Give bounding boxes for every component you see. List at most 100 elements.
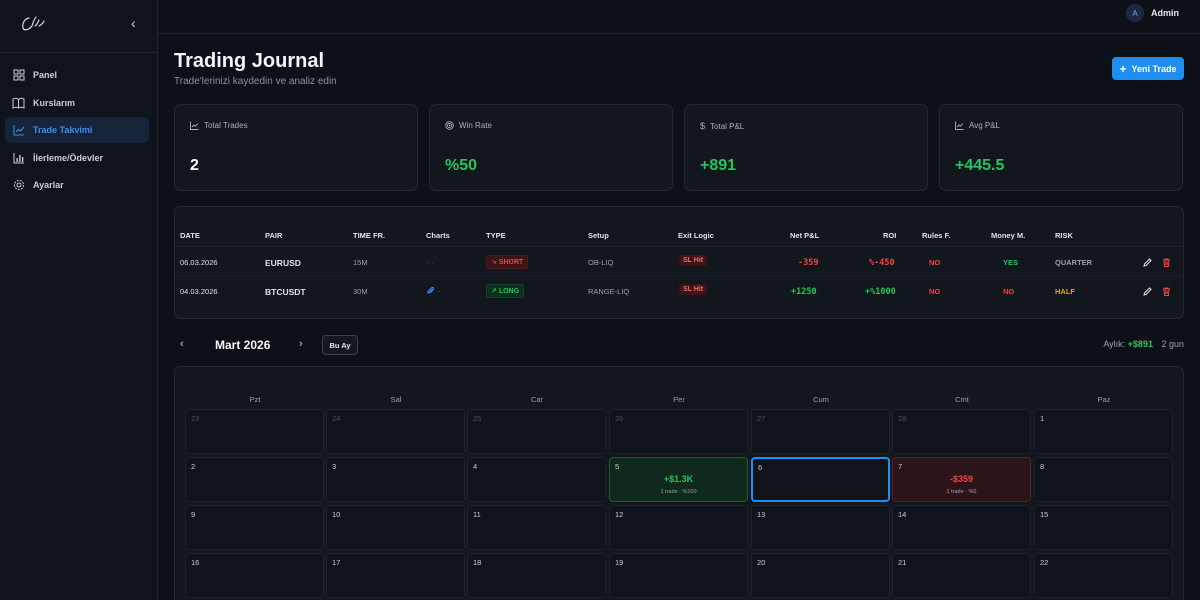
calendar-day[interactable]: 8 xyxy=(1034,457,1173,502)
column-header[interactable]: DATE xyxy=(180,231,200,240)
stat-label: Total Trades xyxy=(204,121,248,130)
calendar-day[interactable]: 2 xyxy=(185,457,324,502)
user-menu[interactable]: A Admin xyxy=(1126,4,1179,22)
day-number: 17 xyxy=(332,558,341,567)
book-icon xyxy=(12,96,25,109)
monthly-label: Aylık: xyxy=(1103,339,1126,349)
prev-month-icon[interactable]: ‹ xyxy=(180,338,184,350)
stat-label: Avg P&L xyxy=(969,121,1000,130)
column-header[interactable]: Exit Logic xyxy=(678,231,714,240)
calendar-day[interactable]: 18 xyxy=(467,553,606,598)
logo-icon[interactable] xyxy=(20,14,46,32)
calendar-day[interactable]: 19 xyxy=(609,553,748,598)
new-trade-button[interactable]: + Yeni Trade xyxy=(1112,57,1184,80)
column-header[interactable]: TIME FR. xyxy=(353,231,386,240)
column-header[interactable]: Setup xyxy=(588,231,609,240)
new-trade-label: Yeni Trade xyxy=(1131,63,1177,74)
calendar-day[interactable]: 14 xyxy=(892,505,1031,550)
chart-line-icon xyxy=(955,121,964,130)
cell-rules: NO xyxy=(929,258,941,267)
column-header[interactable]: RISK xyxy=(1055,231,1073,240)
type-label: LONG xyxy=(498,288,520,295)
calendar-day[interactable]: 3 xyxy=(326,457,465,502)
column-header[interactable]: TYPE xyxy=(486,231,506,240)
weekday-label: Cmt xyxy=(955,395,969,404)
calendar-day[interactable]: 16 xyxy=(185,553,324,598)
day-number: 22 xyxy=(1040,558,1049,567)
calendar-day[interactable]: 1 xyxy=(1034,409,1173,454)
calendar-day[interactable]: 22 xyxy=(1034,553,1173,598)
stat-cards: Total Trades 2 Win Rate %50 $ Total P&L … xyxy=(174,104,1184,191)
cell-setup: OB-LIQ xyxy=(588,258,614,267)
current-month-button[interactable]: Bu Ay xyxy=(322,335,358,355)
month-label: Mart 2026 xyxy=(215,338,271,352)
table-row[interactable]: 06.03.2026 EURUSD 15M - - ↘ SHORT OB-LIQ… xyxy=(175,248,1183,276)
calendar-day[interactable]: 5 +$1.3K 1 trade · %100 xyxy=(609,457,748,502)
cell-date: 04.03.2026 xyxy=(180,287,218,296)
weekday-label: Per xyxy=(673,395,685,404)
calendar-day[interactable]: 24 xyxy=(326,409,465,454)
day-number: 8 xyxy=(1040,462,1045,471)
day-number: 21 xyxy=(898,558,907,567)
target-icon xyxy=(445,121,454,130)
column-header[interactable]: Money M. xyxy=(991,231,1026,240)
calendar-day[interactable]: 27 xyxy=(751,409,890,454)
calendar-day[interactable]: 26 xyxy=(609,409,748,454)
monthly-value: +$891 xyxy=(1127,339,1153,349)
delete-icon[interactable] xyxy=(1161,286,1172,297)
monthly-days: 2 gun xyxy=(1161,339,1184,349)
cell-money: YES xyxy=(1003,258,1019,267)
calendar-day[interactable]: 17 xyxy=(326,553,465,598)
calendar-day[interactable]: 21 xyxy=(892,553,1031,598)
calendar-day[interactable]: 10 xyxy=(326,505,465,550)
day-pnl: +$1.3K xyxy=(663,474,694,484)
edit-icon[interactable] xyxy=(1142,286,1153,297)
stat-label: Win Rate xyxy=(459,121,492,130)
day-number: 5 xyxy=(615,462,620,471)
day-number: 13 xyxy=(757,510,766,519)
calendar-day[interactable]: 25 xyxy=(467,409,606,454)
calendar-day[interactable]: 9 xyxy=(185,505,324,550)
day-number: 11 xyxy=(473,510,481,519)
calendar-day[interactable]: 23 xyxy=(185,409,324,454)
day-number: 3 xyxy=(332,462,337,471)
cell-roi: +%1000 xyxy=(865,287,896,297)
table-row[interactable]: 04.03.2026 BTCUSDT 30M - ↗ LONG RANGE-LI… xyxy=(175,277,1183,305)
sidebar-item-trade-takvimi[interactable]: Trade Takvimi xyxy=(5,117,149,143)
calendar-day[interactable]: 20 xyxy=(751,553,890,598)
type-label: SHORT xyxy=(498,259,524,266)
column-header[interactable]: Net P&L xyxy=(790,231,820,240)
stat-card-win-rate: Win Rate %50 xyxy=(429,104,673,191)
user-name[interactable]: Admin xyxy=(1151,8,1179,18)
calendar-day[interactable]: 12 xyxy=(609,505,748,550)
next-month-icon[interactable]: › xyxy=(299,338,303,350)
sidebar-item-ilerleme[interactable]: İlerleme/Ödevler xyxy=(5,145,149,171)
calendar-day[interactable]: 28 xyxy=(892,409,1031,454)
calendar-day[interactable]: 7 -$359 1 trade · %0 xyxy=(892,457,1031,502)
sidebar-item-kurslarim[interactable]: Kurslarım xyxy=(5,90,149,116)
column-header[interactable]: Rules F. xyxy=(922,231,951,240)
trend-up-icon: ↗ xyxy=(491,288,497,295)
column-header[interactable]: Charts xyxy=(426,231,450,240)
calendar-day[interactable]: 4 xyxy=(467,457,606,502)
sidebar-item-ayarlar[interactable]: Ayarlar xyxy=(5,172,149,198)
type-badge: ↗ LONG xyxy=(486,284,525,298)
weekday-label: Cum xyxy=(813,395,829,404)
link-icon[interactable] xyxy=(426,286,436,296)
delete-icon[interactable] xyxy=(1161,257,1172,268)
column-header[interactable]: PAIR xyxy=(265,231,283,240)
sidebar-item-panel[interactable]: Panel xyxy=(5,62,149,88)
calendar-day[interactable]: 15 xyxy=(1034,505,1173,550)
avatar[interactable]: A xyxy=(1126,4,1144,22)
exit-badge: SL Hit xyxy=(679,284,708,295)
collapse-sidebar-icon[interactable]: ‹ xyxy=(131,15,136,31)
column-header[interactable]: ROI xyxy=(883,231,897,240)
cell-rules: NO xyxy=(929,287,941,296)
day-number: 4 xyxy=(473,462,478,471)
cell-setup: RANGE-LIQ xyxy=(588,287,630,296)
calendar-day[interactable]: 11 xyxy=(467,505,606,550)
calendar-day[interactable]: 13 xyxy=(751,505,890,550)
day-number: 19 xyxy=(615,558,624,567)
edit-icon[interactable] xyxy=(1142,257,1153,268)
calendar-day[interactable]: 6 xyxy=(751,457,890,502)
